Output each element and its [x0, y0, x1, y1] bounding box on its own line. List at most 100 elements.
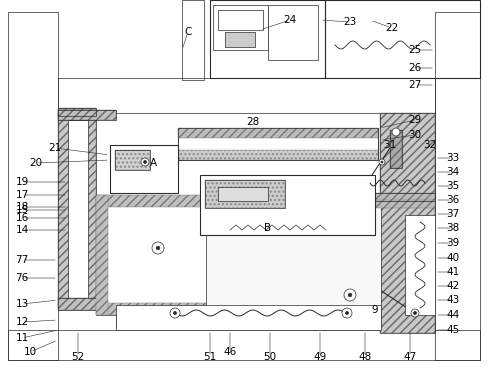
Text: 24: 24: [283, 15, 297, 25]
Text: 23: 23: [344, 17, 356, 27]
Text: 50: 50: [263, 352, 277, 362]
Bar: [116, 163, 436, 328]
Bar: [325, 0, 480, 78]
Text: 14: 14: [15, 225, 29, 235]
Bar: [380, 113, 435, 333]
Bar: [390, 130, 402, 168]
Text: 35: 35: [446, 181, 459, 191]
Text: 18: 18: [15, 202, 29, 212]
Bar: [218, 10, 263, 30]
Text: 22: 22: [386, 23, 399, 33]
Circle shape: [174, 312, 176, 315]
Circle shape: [152, 242, 164, 254]
Bar: [58, 108, 96, 116]
Bar: [405, 215, 435, 315]
Bar: [58, 113, 96, 308]
Text: 17: 17: [15, 190, 29, 200]
Text: 40: 40: [447, 253, 459, 263]
Bar: [68, 120, 88, 300]
Bar: [116, 207, 381, 327]
Text: 16: 16: [15, 213, 29, 223]
Text: 43: 43: [446, 295, 459, 305]
Bar: [182, 0, 204, 80]
Bar: [58, 110, 116, 120]
Text: 38: 38: [446, 223, 459, 233]
Bar: [178, 128, 378, 160]
Bar: [58, 78, 435, 113]
Bar: [200, 175, 375, 235]
Text: 31: 31: [384, 140, 397, 150]
Bar: [58, 78, 435, 113]
Text: 27: 27: [408, 80, 422, 90]
Bar: [205, 180, 285, 208]
Text: 34: 34: [446, 167, 459, 177]
Bar: [58, 108, 96, 116]
Circle shape: [414, 312, 417, 315]
Bar: [96, 195, 206, 315]
Text: 51: 51: [204, 352, 216, 362]
Text: 25: 25: [408, 45, 422, 55]
Bar: [58, 298, 113, 310]
Text: 41: 41: [446, 267, 459, 277]
Circle shape: [156, 246, 160, 250]
Text: 9: 9: [372, 305, 378, 315]
Bar: [8, 330, 480, 360]
Bar: [375, 193, 435, 201]
Bar: [116, 207, 381, 327]
Text: 42: 42: [446, 281, 459, 291]
Bar: [96, 195, 108, 315]
Bar: [390, 130, 402, 168]
Circle shape: [381, 161, 383, 163]
Text: 12: 12: [15, 317, 29, 327]
Text: 49: 49: [314, 352, 327, 362]
Bar: [58, 298, 113, 310]
Text: A: A: [149, 158, 157, 168]
Text: B: B: [264, 223, 272, 233]
Text: 13: 13: [15, 299, 29, 309]
Text: 39: 39: [446, 238, 459, 248]
Circle shape: [411, 309, 419, 317]
Text: C: C: [184, 27, 192, 37]
Bar: [116, 305, 381, 330]
Text: 46: 46: [223, 347, 237, 357]
Bar: [115, 150, 150, 170]
Text: 47: 47: [403, 352, 417, 362]
Circle shape: [344, 289, 356, 301]
Bar: [213, 5, 268, 50]
Bar: [380, 113, 435, 333]
Bar: [178, 128, 378, 138]
Bar: [96, 195, 206, 207]
Circle shape: [170, 308, 180, 318]
Circle shape: [379, 159, 385, 165]
Circle shape: [141, 158, 149, 166]
Text: 19: 19: [15, 177, 29, 187]
Bar: [8, 12, 58, 360]
Bar: [270, 7, 316, 37]
Text: 28: 28: [246, 117, 260, 127]
Circle shape: [346, 312, 349, 315]
Bar: [205, 180, 285, 208]
Circle shape: [342, 308, 352, 318]
Circle shape: [143, 160, 146, 164]
Bar: [225, 32, 255, 47]
Bar: [218, 187, 268, 201]
Bar: [182, 0, 204, 80]
Text: 29: 29: [408, 115, 422, 125]
Bar: [375, 200, 435, 208]
Bar: [435, 12, 480, 360]
Text: 77: 77: [15, 255, 29, 265]
Bar: [110, 145, 178, 193]
Text: 30: 30: [408, 130, 422, 140]
Bar: [58, 110, 116, 120]
Text: 21: 21: [48, 143, 62, 153]
Bar: [8, 12, 58, 360]
Bar: [218, 10, 263, 30]
Bar: [210, 0, 325, 78]
Text: 15: 15: [15, 205, 29, 215]
Text: 44: 44: [446, 310, 459, 320]
Bar: [210, 0, 325, 78]
Bar: [268, 5, 318, 60]
Text: 48: 48: [358, 352, 372, 362]
Bar: [115, 150, 150, 170]
Text: 26: 26: [408, 63, 422, 73]
